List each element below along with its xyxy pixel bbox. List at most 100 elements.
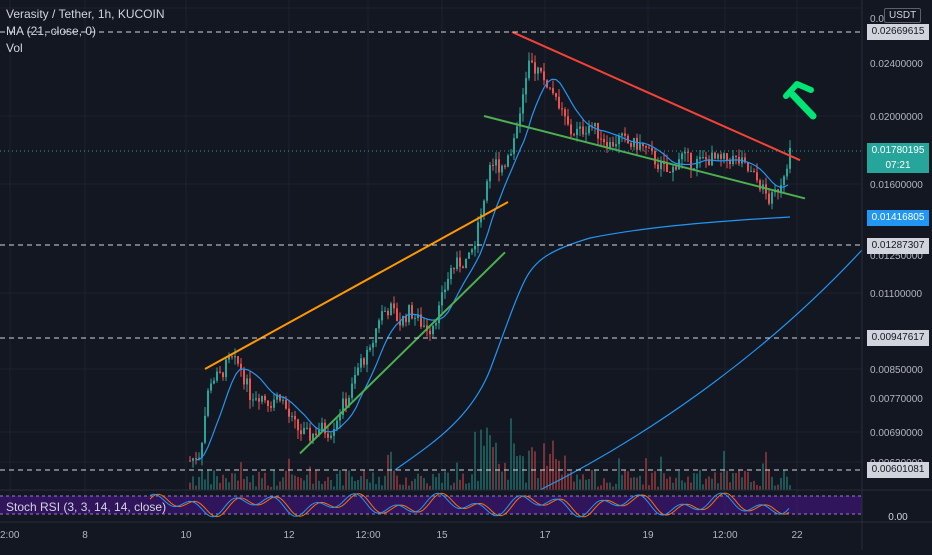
candle-body [645,146,647,148]
volume-bar [714,472,716,490]
volume-bar [612,486,614,490]
volume-bar [759,485,761,490]
y-tick-label: 0.0 [870,14,884,25]
volume-bar [504,462,506,490]
candle-body [642,142,644,147]
volume-bar [549,453,551,490]
candle-body [534,62,536,74]
volume-bar [750,482,752,490]
candle-body [243,369,245,385]
candle-body [768,193,770,204]
volume-bar [507,479,509,490]
volume-bar [255,486,257,490]
volume-bar [648,485,650,490]
stoch-rsi-pane [0,489,932,518]
volume-bar [732,473,734,490]
volume-bar [387,454,389,490]
candle-body [327,433,329,438]
volume-bar [198,476,200,490]
candle-body [255,398,257,400]
volume-bar [546,465,548,490]
volume-bar [465,483,467,490]
candle-body [204,415,206,443]
volume-bar [498,463,500,490]
symbol-title[interactable]: Verasity / Tether, 1h, KUCOIN [6,7,165,21]
vol-legend[interactable]: Vol [6,41,23,55]
volume-bar [486,427,488,490]
volume-bar [690,482,692,490]
up-arrow-icon [783,81,817,120]
volume-bar [372,472,374,490]
volume-bar [234,473,236,490]
trendlines[interactable] [204,31,806,455]
candle-body [669,171,671,173]
volume-bar [576,474,578,490]
candle-body [519,113,521,127]
candle-body [621,133,623,136]
volume-bar [720,472,722,490]
volume-bar [201,469,203,490]
volume-bar [603,478,605,490]
volume-bar [462,473,464,490]
candle-body [303,428,305,435]
volume-bar [618,458,620,490]
x-tick-label: 2:00 [0,530,20,541]
volume-bar [594,469,596,490]
currency-badge[interactable]: USDT [884,8,922,23]
y-tick-label: 0.00770000 [870,394,923,405]
candle-body [417,314,419,318]
volume-bar [480,429,482,490]
candle-body [507,155,509,167]
volume-bar [468,482,470,490]
volume-bar [765,452,767,490]
volume-bar [312,483,314,490]
volume-bar [417,473,419,490]
volume-bar [288,458,290,490]
candle-body [318,430,320,436]
volume-bar [597,486,599,490]
volume-bar [420,475,422,490]
candle-body [234,356,236,358]
candle-body [402,315,404,326]
volume-bar [753,480,755,490]
volume-bar [402,484,404,490]
candle-body [201,442,203,458]
candle-body [309,427,311,441]
volume-bar [579,479,581,490]
candle-body [783,176,785,186]
ma-legend[interactable]: MA (21, close, 0) [6,24,97,38]
candle-body [666,163,668,172]
horizontal-levels[interactable] [0,31,862,471]
volume-bar [294,475,296,490]
arrow-shaft [789,91,817,120]
candle-body [756,172,758,181]
volume-bar [309,466,311,490]
volume-bar [630,477,632,490]
candle-body [423,325,425,327]
candle-body [555,93,557,97]
candle-body [345,398,347,407]
candle-body [210,383,212,391]
candle-body [273,399,275,408]
candle-body [525,78,527,95]
candle-body [726,153,728,161]
stoch-rsi-label[interactable]: Stoch RSI (3, 3, 14, 14, close) [6,500,167,514]
candle-body [267,400,269,406]
x-tick-label: 10 [180,530,192,541]
volume-bar [522,456,524,490]
volume-bar [432,473,434,490]
current-price-value: 0.01780195 [871,145,925,156]
volume-bar [678,471,680,490]
top-level-tag: 0.02669615 [867,24,929,40]
candle-body [336,420,338,430]
volume-bar [291,474,293,490]
ma-slow-line [394,216,791,471]
volume-bar [348,470,350,490]
candle-body [753,170,755,173]
y-tick-label: 0.01600000 [870,180,923,191]
candle-body [471,249,473,253]
volume-bar [336,473,338,490]
volume-bar [636,477,638,490]
